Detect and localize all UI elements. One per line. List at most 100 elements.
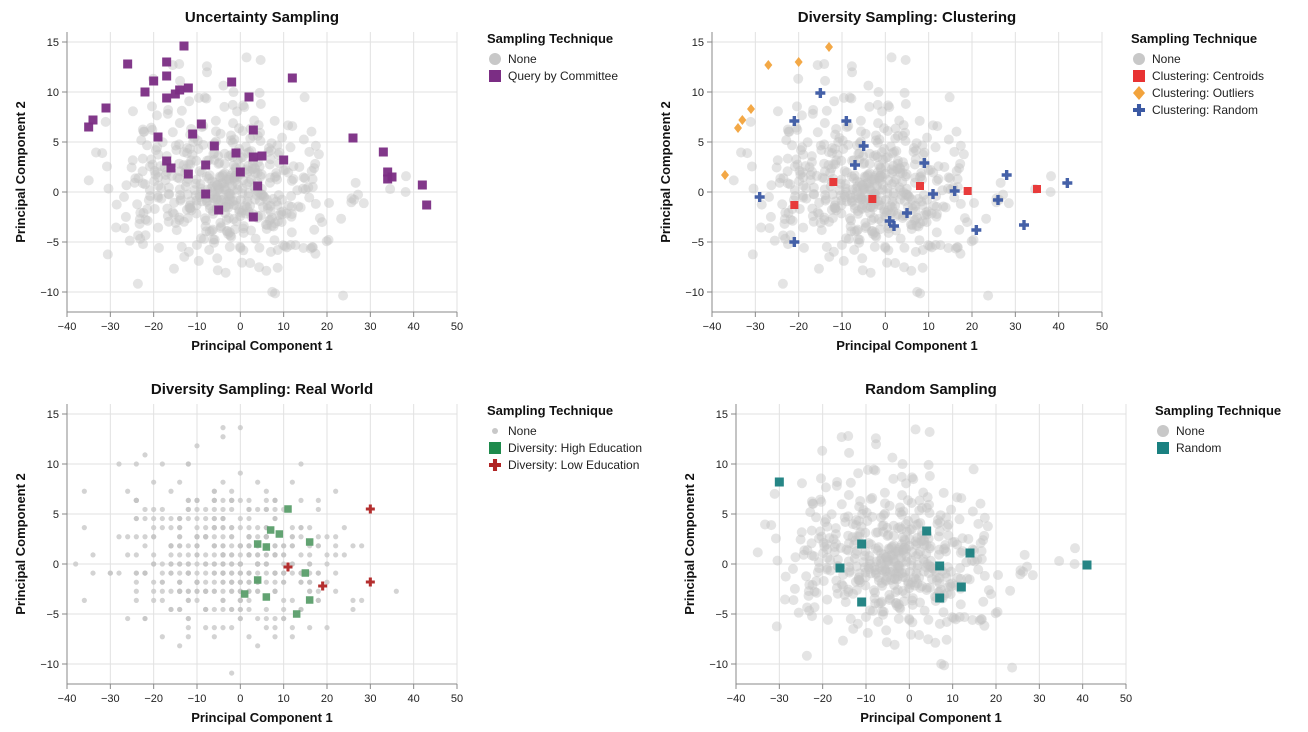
legend-title: Sampling Technique [1131,31,1257,46]
scatter-point-none [855,495,866,506]
scatter-point-none [310,248,321,259]
scatter-point-none [238,223,249,234]
scatter-point-none [258,191,269,202]
scatter-point-none [873,616,884,627]
scatter-point-none [276,217,287,228]
scatter-point-none [142,204,153,215]
scatter-point-none [199,213,210,224]
scatter-point-none [168,606,174,613]
scatter-point-none [777,278,788,289]
scatter-point-none [892,130,903,141]
scatter-point-none [876,512,887,523]
scatter-point-none [846,196,857,207]
scatter-point-none [346,193,357,204]
scatter-point-none [871,527,882,538]
scatter-point-none [204,200,215,211]
scatter-point-none [805,507,816,518]
scatter-point-none [913,221,924,232]
x-tick-label: 0 [906,693,912,705]
scatter-point-none [238,205,249,216]
scatter-point-none [298,534,304,540]
scatter-point-none [807,498,818,509]
chart-panel-1: −40 −30 −20 −10 0 10 20 30 40 50−10−5051015Uncert… [13,9,618,353]
scatter-point-none [849,539,860,550]
scatter-point-cross [283,562,293,572]
scatter-point-none [771,621,782,632]
scatter-point-none [878,606,889,617]
scatter-point-none [897,557,908,568]
scatter-point-none [267,212,278,223]
scatter-point-none [254,262,265,273]
scatter-point-none [894,562,905,573]
scatter-point-none [168,561,174,567]
scatter-point-none [260,219,271,230]
scatter-point-none [911,220,922,231]
scatter-point-none [175,75,186,86]
scatter-point-none [968,464,979,475]
scatter-point-none [176,105,187,116]
scatter-point-none [246,534,252,540]
scatter-point-none [904,540,915,551]
scatter-point-none [185,203,196,214]
scatter-point-none [270,218,281,229]
scatter-point-none [897,571,908,582]
scatter-point-none [831,205,842,216]
scatter-point-none [859,187,870,198]
scatter-point-none [315,588,321,594]
scatter-point-none [859,171,870,182]
scatter-point-none [190,178,201,189]
legend-entry-label: None [508,52,537,66]
scatter-point-none [888,530,899,541]
scatter-point-none [289,479,295,485]
scatter-point-none [926,242,937,253]
scatter-point-none [882,183,893,194]
scatter-point-none [1069,558,1080,569]
scatter-point-none [829,547,840,558]
scatter-point-none [926,562,937,573]
scatter-point-none [263,606,269,613]
scatter-point-none [844,538,855,549]
scatter-point-none [211,515,217,522]
scatter-point-none [746,161,757,172]
scatter-point-none [925,541,936,552]
scatter-point-none [872,137,883,148]
scatter-point-none [819,173,830,184]
scatter-point-none [133,497,139,503]
scatter-point-none [153,192,164,203]
scatter-point-none [272,262,283,273]
scatter-point-cross [993,195,1003,205]
scatter-point-none [174,184,185,195]
scatter-point-none [238,174,249,185]
x-tick-label: −10 [188,321,207,333]
scatter-point-diamond [794,57,803,67]
scatter-point-none [229,224,240,235]
scatter-point-cross [1019,220,1029,230]
scatter-point-none [209,237,220,248]
scatter-point-none [878,549,889,560]
x-axis-label: Principal Component 1 [191,710,333,725]
scatter-point-none [897,459,908,470]
scatter-point-none [883,554,894,565]
scatter-point-none [832,554,843,565]
scatter-point-none [852,140,863,151]
scatter-point-none [893,560,904,571]
scatter-point-none [261,265,272,276]
scatter-point-none [879,207,890,218]
scatter-point-none [839,192,850,203]
scatter-point-none [147,159,158,170]
scatter-point-cross [884,216,895,226]
scatter-point-none [277,194,288,205]
scatter-point-none [237,543,243,549]
scatter-point-none [910,214,921,225]
scatter-point-none [177,534,183,540]
scatter-point-none [119,223,130,234]
x-tick-label: −30 [746,321,765,333]
scatter-point-none [333,552,339,558]
scatter-point-none [798,222,809,233]
scatter-point-none [81,597,87,603]
y-tick-label: 5 [53,137,59,149]
scatter-point-none [890,557,901,568]
scatter-point-none [324,197,335,208]
scatter-point-none [882,257,893,268]
scatter-point-cross [318,581,328,591]
